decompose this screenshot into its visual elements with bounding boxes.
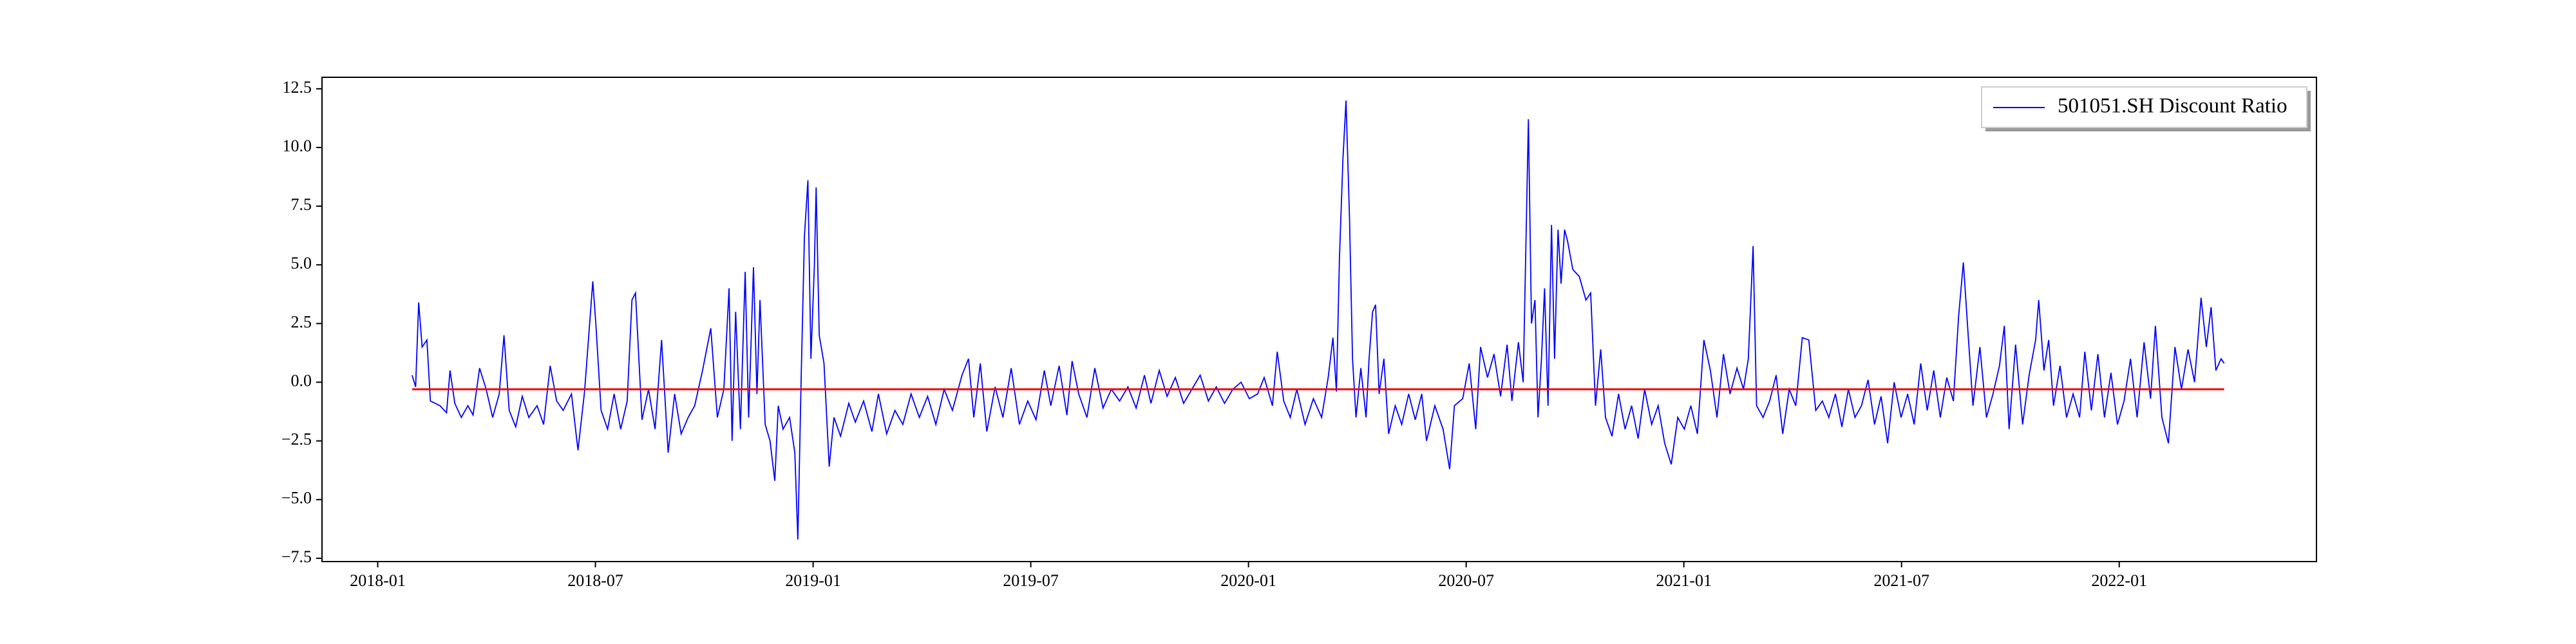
y-tick-label: 2.5 [291, 312, 312, 331]
x-tick-label: 2020-01 [1220, 571, 1276, 590]
y-tick-label: 7.5 [291, 195, 312, 214]
x-tick-label: 2021-01 [1656, 571, 1712, 590]
x-tick-label: 2021-07 [1873, 571, 1929, 590]
y-tick-label: −5.0 [281, 489, 312, 507]
x-tick-label: 2018-07 [567, 571, 623, 590]
legend-label: 501051.SH Discount Ratio [2058, 95, 2287, 118]
y-tick-label: 0.0 [291, 371, 312, 390]
x-tick-label: 2018-01 [350, 571, 406, 590]
x-tick-label: 2019-01 [785, 571, 841, 590]
y-tick-label: 5.0 [291, 254, 312, 272]
y-tick-label: −2.5 [281, 430, 312, 449]
y-tick-label: 10.0 [283, 137, 312, 155]
x-tick-label: 2022-01 [2091, 571, 2147, 590]
x-tick-label: 2020-07 [1438, 571, 1494, 590]
x-tick-label: 2019-07 [1003, 571, 1059, 590]
plot-frame [321, 77, 2317, 562]
y-tick-label: 12.5 [283, 78, 312, 97]
data-line [412, 100, 2225, 540]
y-tick-label: −7.5 [281, 547, 312, 566]
